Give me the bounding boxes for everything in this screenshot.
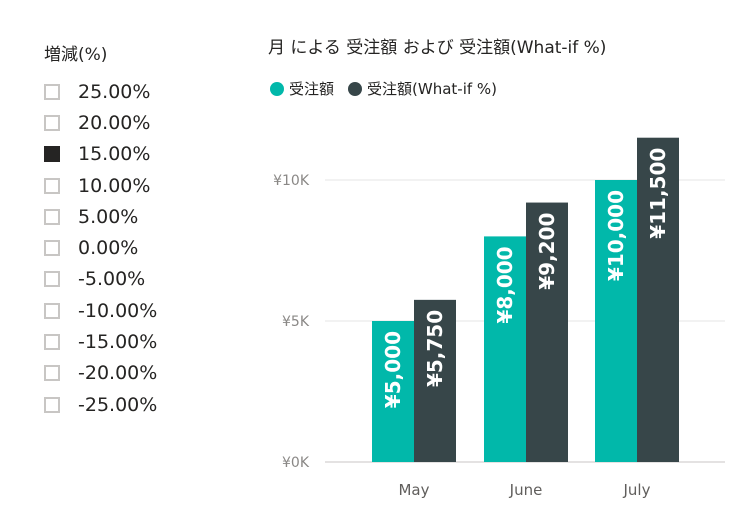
slicer-item-label: 15.00% xyxy=(78,143,151,166)
slicer-item[interactable]: -5.00% xyxy=(44,264,224,295)
slicer-item-label: 25.00% xyxy=(78,80,151,103)
data-label: ¥11,500 xyxy=(646,148,670,239)
y-tick-label: ¥0K xyxy=(282,455,310,471)
legend-item-order-amount[interactable]: 受注額 xyxy=(270,78,334,99)
x-category-label: June xyxy=(509,481,543,499)
percent-change-slicer: 増減(%) 25.00% 20.00% 15.00% 10.00% 5.00% 0.00%… xyxy=(44,42,224,420)
checkbox-icon[interactable] xyxy=(44,396,60,413)
checkbox-icon[interactable] xyxy=(44,271,60,288)
data-label: ¥5,750 xyxy=(423,310,447,387)
slicer-item-label: -20.00% xyxy=(78,362,158,385)
slicer-item[interactable]: -20.00% xyxy=(44,358,224,389)
checkbox-icon[interactable] xyxy=(44,177,60,194)
data-label: ¥5,000 xyxy=(381,331,405,408)
slicer-item[interactable]: -15.00% xyxy=(44,326,224,357)
data-label: ¥9,200 xyxy=(535,213,559,290)
slicer-item[interactable]: 0.00% xyxy=(44,232,224,263)
bar[interactable] xyxy=(526,202,568,462)
bar[interactable] xyxy=(484,236,526,462)
slicer-item-label: -25.00% xyxy=(78,393,158,416)
x-category-label: May xyxy=(398,481,429,499)
checkbox-icon[interactable] xyxy=(44,114,60,131)
legend-label: 受注額(What-if %) xyxy=(367,80,498,98)
slicer-item[interactable]: 15.00% xyxy=(44,139,224,170)
legend-dot-icon xyxy=(270,81,284,96)
slicer-item-label: 10.00% xyxy=(78,174,151,197)
bar[interactable] xyxy=(414,299,456,462)
slicer-title: 増減(%) xyxy=(44,45,108,65)
checkbox-icon[interactable] xyxy=(44,334,60,351)
chart-title: 月 による 受注額 および 受注額(What-if %) xyxy=(268,38,607,58)
checkbox-icon[interactable] xyxy=(44,83,60,100)
slicer-item[interactable]: 25.00% xyxy=(44,76,224,107)
data-label: ¥8,000 xyxy=(493,246,517,323)
legend-label: 受注額 xyxy=(289,80,335,98)
slicer-item-label: 20.00% xyxy=(78,111,151,134)
slicer-item-label: -5.00% xyxy=(78,268,146,291)
data-label: ¥10,000 xyxy=(604,190,628,281)
x-category-label: July xyxy=(623,481,651,499)
chart-legend: 受注額 受注額(What-if %) xyxy=(270,78,511,99)
slicer-item[interactable]: -25.00% xyxy=(44,389,224,420)
slicer-item-list: 25.00% 20.00% 15.00% 10.00% 5.00% 0.00% -5.00%… xyxy=(44,76,224,420)
legend-dot-icon xyxy=(348,81,363,96)
slicer-item-label: -10.00% xyxy=(78,299,158,322)
slicer-item[interactable]: 10.00% xyxy=(44,170,224,201)
y-tick-label: ¥5K xyxy=(282,314,310,330)
bar[interactable] xyxy=(595,180,637,462)
slicer-item[interactable]: 5.00% xyxy=(44,201,224,232)
checkbox-icon[interactable] xyxy=(44,208,60,225)
slicer-item[interactable]: 20.00% xyxy=(44,107,224,138)
slicer-item-label: 5.00% xyxy=(78,205,139,228)
slicer-item[interactable]: -10.00% xyxy=(44,295,224,326)
checkbox-icon[interactable] xyxy=(44,365,60,382)
bar[interactable] xyxy=(637,137,679,462)
legend-item-order-amount-whatif[interactable]: 受注額(What-if %) xyxy=(348,78,497,99)
checkbox-icon[interactable] xyxy=(44,240,60,257)
slicer-item-label: -15.00% xyxy=(78,331,158,354)
slicer-item-label: 0.00% xyxy=(78,237,139,260)
checkbox-checked-icon[interactable] xyxy=(44,146,60,163)
bar[interactable] xyxy=(372,321,414,462)
y-tick-label: ¥10K xyxy=(273,173,310,189)
checkbox-icon[interactable] xyxy=(44,302,60,319)
